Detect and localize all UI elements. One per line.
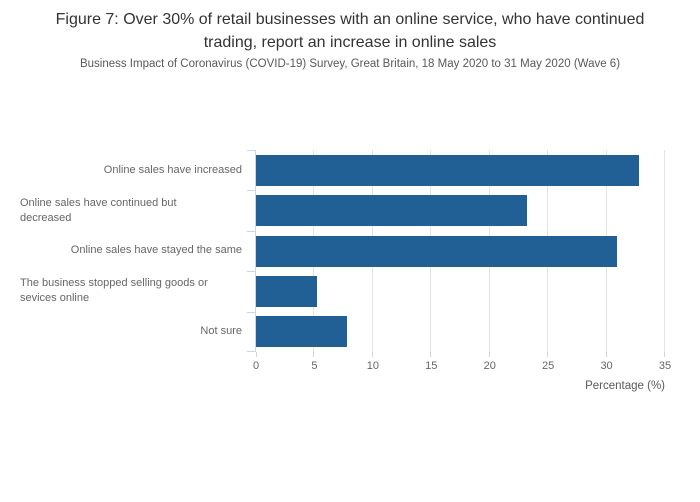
x-axis-tick-label-15: 15 xyxy=(425,360,438,372)
bar-4[interactable] xyxy=(256,275,317,307)
plot-area: Online sales have increased Online sales … xyxy=(20,150,671,392)
gridline-35 xyxy=(664,150,665,352)
x-axis-tick-5 xyxy=(313,352,315,357)
chart-subtitle: Business Impact of Coronavirus (COVID-19… xyxy=(79,58,621,70)
x-axis-tick-label-0: 0 xyxy=(252,360,260,372)
x-axis-tick-15 xyxy=(430,352,432,357)
x-axis-tick-label-35: 35 xyxy=(658,360,672,372)
y-axis-tick xyxy=(247,150,255,151)
y-axis-tick xyxy=(247,312,255,313)
category-label-5: Not sure xyxy=(200,325,242,338)
x-axis-tick-label-30: 30 xyxy=(600,360,613,372)
x-axis-tick-10 xyxy=(371,352,373,357)
y-axis-tick xyxy=(247,231,255,232)
x-axis-tick-35 xyxy=(664,352,665,357)
x-axis-tick-label-10: 10 xyxy=(366,360,379,372)
x-axis-tick-25 xyxy=(547,352,549,357)
chart-title: Figure 7: Over 30% of retail businesses … xyxy=(55,11,645,51)
y-axis-tick xyxy=(247,351,255,352)
bar-5[interactable] xyxy=(256,316,348,348)
x-axis-tick-label-20: 20 xyxy=(483,360,496,372)
category-label-3: Online sales have stayed the same xyxy=(70,244,242,257)
x-axis-tick-30 xyxy=(605,352,607,357)
category-label-4: The business stopped selling goods or se… xyxy=(20,277,208,305)
bar-2[interactable] xyxy=(256,195,528,227)
x-axis-tick-label-25: 25 xyxy=(542,360,555,372)
bar-1[interactable] xyxy=(256,154,640,186)
x-axis-title: Percentage (%) xyxy=(585,380,665,392)
bar-3[interactable] xyxy=(256,235,618,267)
x-axis-tick-label-5: 5 xyxy=(311,360,318,372)
category-label-1: Online sales have increased xyxy=(103,163,242,176)
y-axis-tick xyxy=(247,271,255,272)
y-axis-line xyxy=(255,150,256,352)
x-axis-tick-20 xyxy=(488,352,490,357)
x-axis-tick-0 xyxy=(256,352,257,357)
category-label-2: Online sales have continued but decrease… xyxy=(20,196,177,224)
y-axis-tick xyxy=(247,190,255,191)
